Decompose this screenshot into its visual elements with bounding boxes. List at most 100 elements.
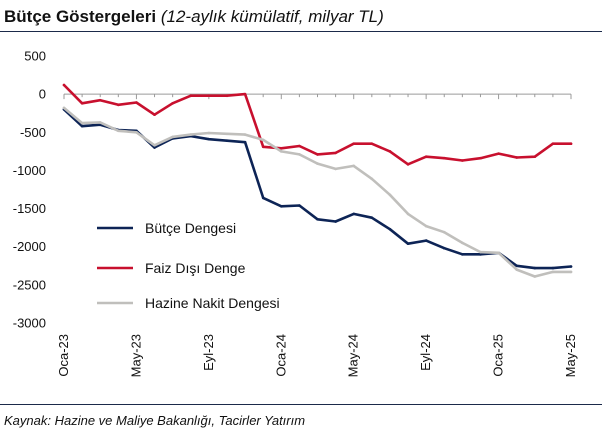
data-point xyxy=(117,103,120,107)
legend: Bütçe Dengesi Faiz Dışı Denge Hazine Nakit… xyxy=(97,220,280,311)
data-point xyxy=(98,121,102,124)
data-point xyxy=(461,253,464,256)
data-point xyxy=(80,101,84,105)
y-axis: 500 0 -500 -1000 -1500 -2000 -2500 -3000 xyxy=(13,49,46,331)
data-point xyxy=(424,224,428,228)
y-tick-label: -1500 xyxy=(13,201,46,216)
data-point xyxy=(334,220,337,223)
chart-title-row: Bütçe Göstergeleri (12-aylık kümülatif, … xyxy=(4,6,598,28)
source-divider xyxy=(0,404,602,405)
y-tick-label: -3000 xyxy=(13,316,46,331)
data-point xyxy=(171,101,174,105)
data-point xyxy=(461,241,464,245)
data-point xyxy=(370,142,374,146)
data-point xyxy=(316,217,319,221)
data-point xyxy=(352,164,356,168)
series-1 xyxy=(62,108,573,270)
data-point xyxy=(442,156,446,160)
data-point xyxy=(117,129,120,133)
data-point xyxy=(80,124,84,128)
series-line xyxy=(62,108,573,270)
data-point xyxy=(388,150,392,153)
data-point xyxy=(515,264,518,268)
x-tick-label: Oca-23 xyxy=(56,334,71,377)
y-tick-label: -500 xyxy=(20,125,46,140)
data-point xyxy=(424,239,428,242)
y-tick-label: -1000 xyxy=(13,163,46,178)
data-point xyxy=(243,140,247,144)
data-point xyxy=(279,204,283,208)
data-point xyxy=(370,177,374,181)
x-tick-label: May-23 xyxy=(128,334,143,377)
data-point xyxy=(243,133,247,136)
data-point xyxy=(316,162,319,165)
data-point xyxy=(551,270,555,274)
data-point xyxy=(370,216,374,220)
data-point xyxy=(298,204,301,207)
data-point xyxy=(207,137,211,141)
x-tick-label: Eyl-23 xyxy=(201,334,216,371)
data-point xyxy=(80,121,84,125)
data-point xyxy=(207,94,211,97)
source-note: Kaynak: Hazine ve Maliye Bakanlığı, Taci… xyxy=(4,413,306,428)
data-point xyxy=(243,92,247,96)
data-point xyxy=(497,152,500,155)
data-point xyxy=(153,113,156,117)
chart-subtitle: (12-aylık kümülatif, milyar TL) xyxy=(160,7,384,26)
data-point xyxy=(153,143,156,147)
x-axis: Oca-23 May-23 Eyl-23 Oca-24 May-24 Eyl-24 Oca-… xyxy=(56,94,578,377)
x-tick-label: Oca-25 xyxy=(491,334,506,377)
data-point xyxy=(153,146,156,149)
series-lines xyxy=(62,83,573,278)
data-point xyxy=(261,138,265,142)
data-point xyxy=(62,83,66,87)
data-point xyxy=(334,151,337,155)
x-tick-label: May-24 xyxy=(346,334,361,377)
data-point xyxy=(189,133,193,136)
data-point xyxy=(533,155,537,158)
budget-line-chart: 500 0 -500 -1000 -1500 -2000 -2500 -3000 Oca-23… xyxy=(13,49,578,378)
data-point xyxy=(135,130,138,134)
data-point xyxy=(515,156,518,159)
data-point xyxy=(316,153,319,156)
data-point xyxy=(406,242,410,245)
data-point xyxy=(352,142,356,146)
data-point xyxy=(98,98,102,102)
legend-label: Bütçe Dengesi xyxy=(145,220,236,236)
data-point xyxy=(261,196,265,200)
data-point xyxy=(533,266,537,270)
data-point xyxy=(442,246,446,250)
data-point xyxy=(406,163,410,166)
title-divider xyxy=(0,31,602,32)
data-point xyxy=(569,142,573,146)
data-point xyxy=(569,265,573,268)
data-point xyxy=(569,270,573,274)
data-point xyxy=(171,135,174,139)
data-point xyxy=(207,131,211,135)
data-point xyxy=(497,251,500,255)
data-point xyxy=(225,132,229,136)
data-point xyxy=(551,142,555,146)
data-point xyxy=(461,159,464,162)
data-point xyxy=(279,150,283,153)
y-tick-label: 0 xyxy=(39,87,46,102)
data-point xyxy=(279,147,283,150)
data-point xyxy=(189,94,193,97)
x-tick-label: Eyl-24 xyxy=(418,334,433,371)
series-2 xyxy=(62,83,573,166)
data-point xyxy=(479,250,482,254)
data-point xyxy=(533,275,537,278)
data-point xyxy=(352,212,356,216)
y-tick-label: -2500 xyxy=(13,277,46,292)
data-point xyxy=(515,268,518,271)
x-tick-label: May-25 xyxy=(563,334,578,377)
data-point xyxy=(261,145,265,149)
data-point xyxy=(62,106,66,110)
legend-label: Hazine Nakit Dengesi xyxy=(145,295,280,311)
legend-label: Faiz Dışı Denge xyxy=(145,260,246,276)
data-point xyxy=(298,153,301,156)
data-point xyxy=(334,167,337,171)
data-point xyxy=(479,156,482,160)
y-tick-label: -2000 xyxy=(13,239,46,254)
y-tick-label: 500 xyxy=(24,49,46,64)
